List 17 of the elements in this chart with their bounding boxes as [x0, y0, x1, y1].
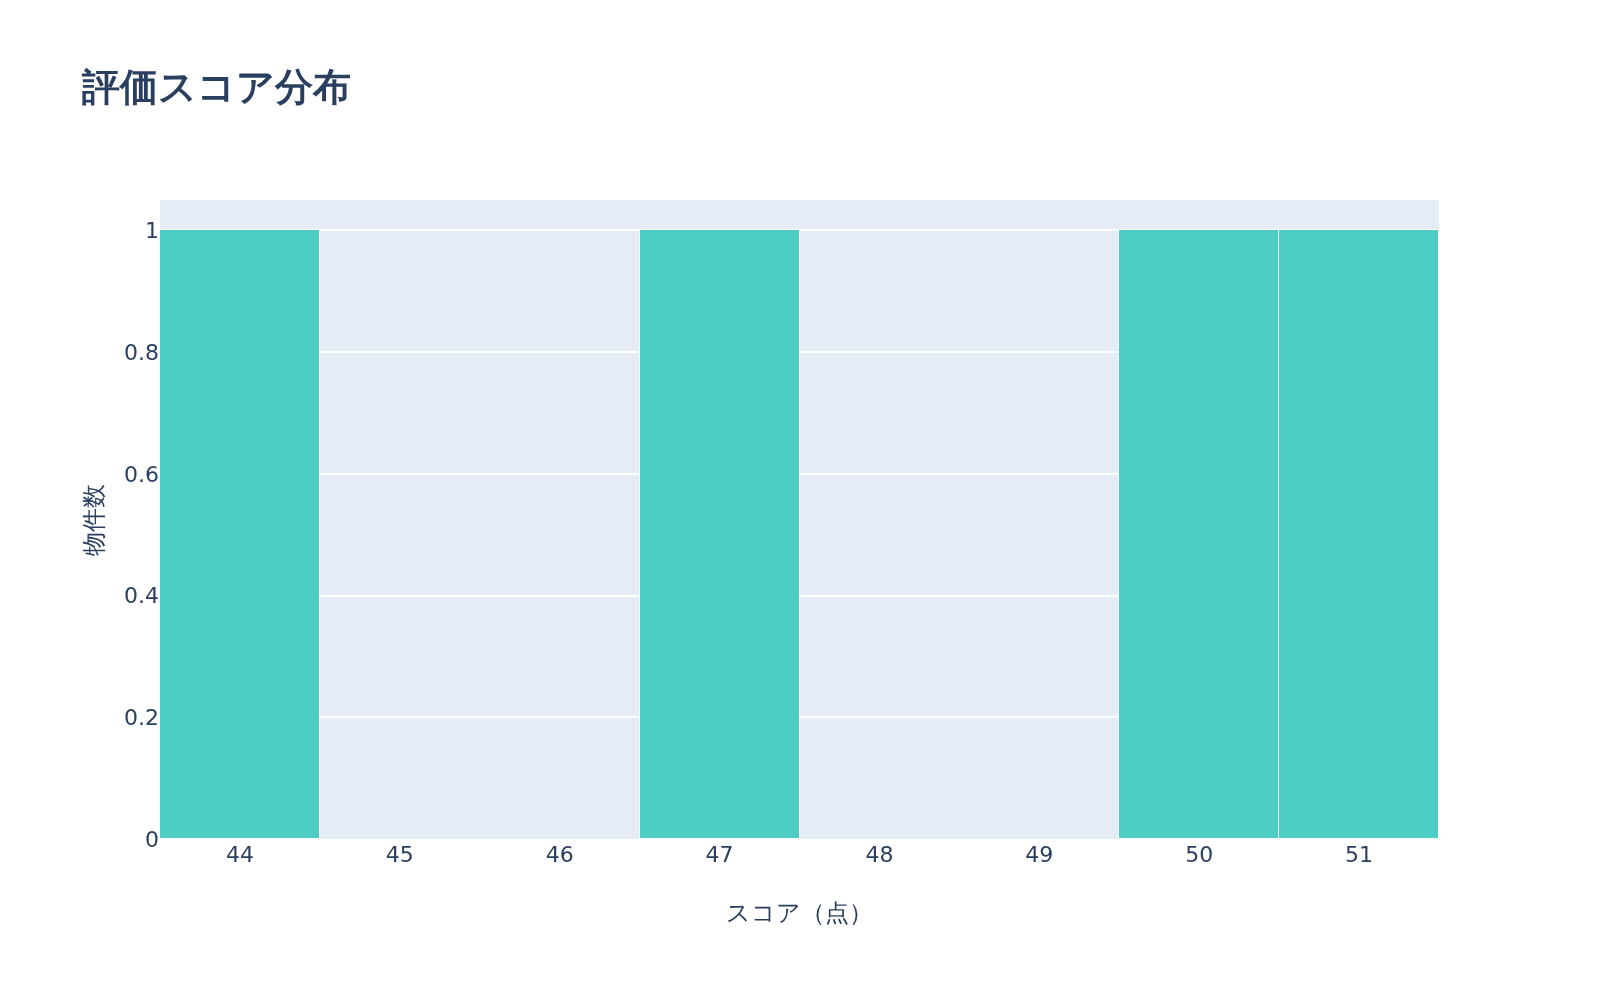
x-tick-label: 48: [865, 842, 894, 867]
x-tick-label: 44: [225, 842, 254, 867]
x-tick-label: 50: [1185, 842, 1214, 867]
y-tick-label: 0.2: [124, 704, 159, 730]
y-axis-title: 物件数: [80, 483, 108, 556]
y-tick-label: 0.8: [124, 339, 159, 365]
x-tick-label: 51: [1345, 842, 1374, 867]
x-tick-label: 47: [705, 842, 734, 867]
x-tick-label: 49: [1025, 842, 1054, 867]
chart-title: 評価スコア分布: [80, 65, 351, 110]
y-tick-label: 1: [145, 218, 159, 244]
y-tick-label: 0.4: [124, 583, 159, 609]
x-tick-label: 45: [385, 842, 414, 867]
y-tick-label: 0: [145, 826, 159, 852]
x-axis-title: スコア（点）: [726, 899, 873, 927]
x-tick-label: 46: [545, 842, 574, 867]
y-tick-label: 0.6: [124, 461, 159, 487]
